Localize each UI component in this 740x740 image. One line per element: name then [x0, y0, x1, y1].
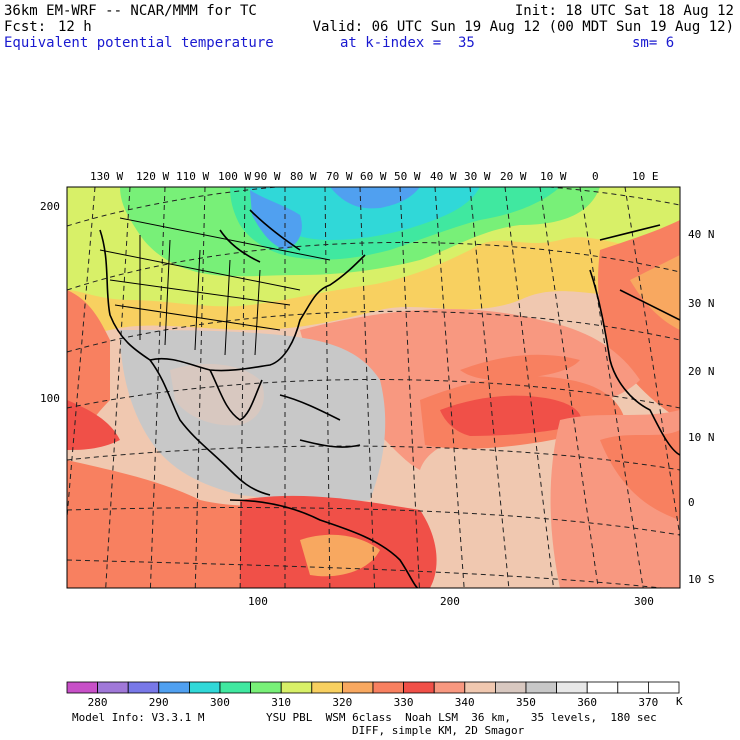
longitude-label: 110 W: [176, 170, 210, 183]
forecast-hour: 12 h: [58, 19, 92, 35]
colorbar-label: 370: [638, 696, 659, 709]
physics-info: YSU PBL WSM 6class Noah LSM 36 km, 35 le…: [266, 711, 657, 724]
colorbar-swatch: [433, 681, 466, 694]
colorbar-swatch: [617, 681, 649, 694]
longitude-label: 120 W: [136, 170, 170, 183]
colorbar-label: 290: [148, 696, 169, 709]
bottom-grid-tick: 300: [634, 595, 654, 608]
colorbar-swatch: [341, 681, 374, 694]
colorbar-swatch: [250, 681, 282, 694]
colorbar-label: 300: [210, 696, 230, 709]
graticule: [67, 187, 680, 588]
left-grid-tick: 100: [40, 392, 60, 405]
coastlines: [99, 209, 680, 588]
colorbar-swatch: [66, 681, 99, 694]
latitude-label: 30 N: [688, 297, 715, 310]
longitude-label: 40 W: [430, 170, 457, 183]
colorbar-swatch: [586, 681, 619, 694]
colorbar-label: 330: [393, 696, 414, 709]
longitude-label: 50 W: [394, 170, 421, 183]
longitude-label: 0: [592, 170, 599, 183]
colorbar-unit: K: [676, 695, 683, 708]
colorbar-label: 280: [87, 696, 108, 709]
model-info: Model Info: V3.3.1 M: [72, 711, 205, 724]
left-grid-tick: 200: [40, 200, 60, 213]
colorbar-swatch: [525, 681, 558, 694]
colorbar-label: 320: [332, 696, 353, 709]
longitude-label: 30 W: [464, 170, 491, 183]
latitude-label: 10 N: [688, 431, 715, 444]
colorbar-swatch: [464, 681, 496, 694]
colorbar-swatch: [556, 681, 588, 694]
longitude-label: 10 E: [632, 170, 659, 183]
colorbar-swatch: [403, 681, 435, 694]
model-title: 36km EM-WRF -- NCAR/MMM for TC: [4, 3, 257, 19]
colorbar-swatch: [97, 681, 129, 694]
colorbar-swatch: [280, 681, 313, 694]
longitude-label: 10 W: [540, 170, 567, 183]
colorbar-swatch: [648, 681, 680, 694]
longitude-label: 90 W: [254, 170, 281, 183]
bottom-grid-tick: 100: [248, 595, 268, 608]
longitude-label: 130 W: [90, 170, 124, 183]
latitude-label: 0: [688, 496, 695, 509]
valid-time: Valid: 06 UTC Sun 19 Aug 12 (00 MDT Sun …: [312, 19, 734, 35]
colorbar-swatch: [158, 681, 190, 694]
colorbar: [66, 681, 680, 694]
longitude-label: 60 W: [360, 170, 387, 183]
level-info: at k-index = 35: [340, 35, 475, 51]
longitude-label: 80 W: [290, 170, 317, 183]
smoothing-info: sm= 6: [632, 35, 675, 51]
theta-e-shading: [67, 187, 680, 588]
colorbar-swatch: [188, 681, 221, 694]
colorbar-swatch: [127, 681, 160, 694]
borders: [99, 217, 331, 356]
colorbar-swatch: [372, 681, 405, 694]
forecast-label: Fcst:: [4, 19, 47, 35]
diffusion-info: DIFF, simple KM, 2D Smagor: [352, 724, 525, 737]
colorbar-swatch: [494, 681, 527, 694]
init-time: Init: 18 UTC Sat 18 Aug 12: [514, 3, 734, 19]
colorbar-label: 350: [516, 696, 536, 709]
latitude-label: 40 N: [688, 228, 715, 241]
latitude-label: 10 S: [688, 573, 715, 586]
map-frame: [66, 186, 681, 589]
colorbar-swatch: [311, 681, 343, 694]
longitude-label: 100 W: [218, 170, 252, 183]
field-name: Equivalent potential temperature: [4, 35, 274, 51]
latitude-label: 20 N: [688, 365, 715, 378]
colorbar-label: 360: [577, 696, 598, 709]
colorbar-label: 340: [454, 696, 475, 709]
colorbar-swatch: [219, 681, 252, 694]
colorbar-label: 310: [271, 696, 292, 709]
bottom-grid-tick: 200: [440, 595, 460, 608]
longitude-label: 20 W: [500, 170, 527, 183]
longitude-label: 70 W: [326, 170, 353, 183]
